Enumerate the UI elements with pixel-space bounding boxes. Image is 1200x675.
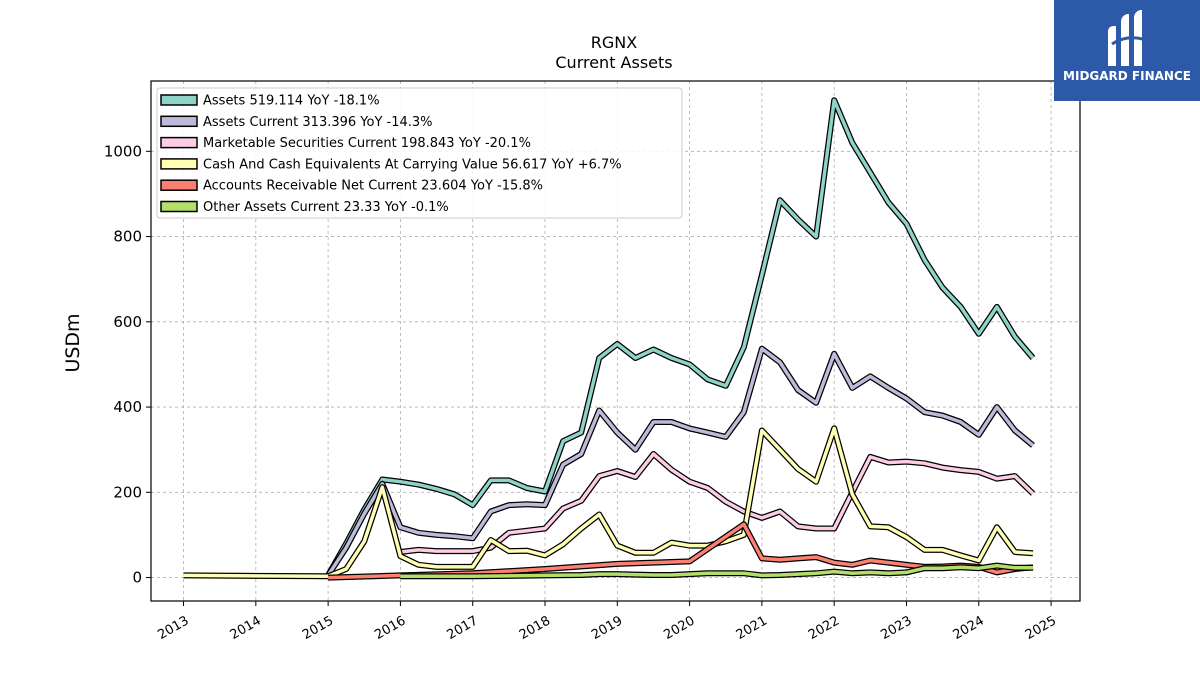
chart-subtitle: Current Assets <box>555 53 672 72</box>
legend-entry: Accounts Receivable Net Current 23.604 Y… <box>203 179 543 194</box>
y-tick-label: 400 <box>113 398 142 416</box>
brand-logo: MIDGARD FINANCE <box>1054 0 1200 101</box>
y-tick-label: 1000 <box>104 142 142 160</box>
legend-swatch <box>160 115 198 128</box>
y-tick-label: 600 <box>113 313 142 331</box>
series-line-stroke <box>400 452 1035 554</box>
legend-swatch <box>160 94 198 106</box>
legend-entry: Marketable Securities Current 198.843 Yo… <box>203 136 531 151</box>
legend-swatch <box>160 136 198 149</box>
legend-swatch <box>160 158 198 170</box>
legend-entry: Other Assets Current 23.33 YoY -0.1% <box>203 200 449 215</box>
brand-name: MIDGARD FINANCE <box>1063 69 1191 83</box>
series-line-stroke <box>326 346 1035 577</box>
y-tick-label: 200 <box>113 483 142 501</box>
x-tick-label: 2015 <box>300 613 336 643</box>
chart-title: RGNX <box>591 33 637 52</box>
plot-frame <box>150 80 1081 602</box>
series-line-stroke <box>400 563 1033 579</box>
x-tick-label: 2014 <box>228 613 264 643</box>
y-tick-label: 0 <box>132 569 142 587</box>
series-line-stroke <box>183 426 1034 579</box>
y-axis-label: USDm <box>62 313 84 372</box>
x-tick-label: 2016 <box>372 613 408 643</box>
series-line-5 <box>400 562 1033 580</box>
legend-entry: Assets 519.114 YoY -18.1% <box>203 94 380 109</box>
series-line-1 <box>325 345 1035 578</box>
series-line-3 <box>183 425 1034 580</box>
legend-box <box>156 87 683 219</box>
x-tick-label: 2024 <box>951 613 987 643</box>
x-tick-label: 2025 <box>1023 613 1059 643</box>
x-tick-label: 2018 <box>517 613 553 643</box>
x-tick-label: 2013 <box>155 613 191 643</box>
x-tick-label: 2023 <box>878 613 914 643</box>
legend: Assets 519.114 YoY -18.1% Assets Current … <box>156 87 683 219</box>
x-tick-label: 2019 <box>589 613 625 643</box>
x-tick-label: 2017 <box>445 613 481 643</box>
series-layer <box>183 97 1036 581</box>
midgard-logo-icon <box>1108 10 1147 66</box>
series-line-outline <box>183 425 1034 580</box>
x-tick-label: 2021 <box>734 613 770 643</box>
legend-swatch <box>160 179 198 191</box>
series-line-0 <box>325 97 1036 577</box>
legend-entry: Cash And Cash Equivalents At Carrying Va… <box>203 157 622 172</box>
series-line-stroke <box>326 98 1035 577</box>
y-tick-label: 800 <box>113 228 142 246</box>
series-line-outline <box>400 451 1036 555</box>
legend-swatch <box>160 200 198 213</box>
legend-entry: Assets Current 313.396 YoY -14.3% <box>203 115 433 130</box>
x-tick-label: 2020 <box>661 613 697 643</box>
x-tick-label: 2022 <box>806 613 842 643</box>
series-line-2 <box>400 451 1036 555</box>
